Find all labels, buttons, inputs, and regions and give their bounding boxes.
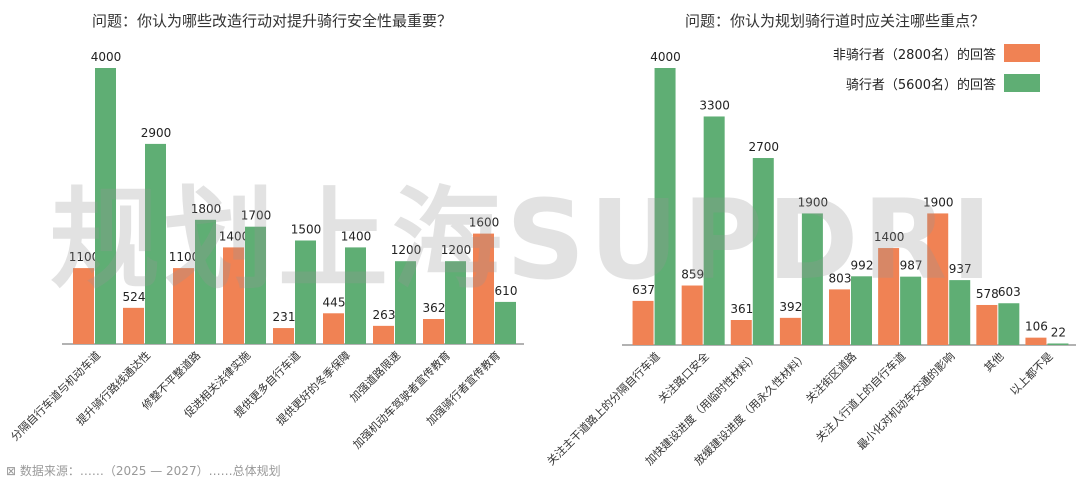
data-label-non_rider: 1900	[923, 195, 954, 209]
data-label-non_rider: 361	[730, 302, 753, 316]
bar-non_rider	[473, 233, 494, 344]
bar-non_rider	[730, 320, 752, 345]
data-label-non_rider: 1400	[219, 229, 250, 243]
chart-title-left: 问题：你认为哪些改造行动对提升骑行安全性最重要？	[92, 12, 453, 30]
bar-rider	[1047, 343, 1069, 345]
bar-rider	[445, 261, 466, 344]
category-label: 其他	[982, 350, 1007, 375]
chart-title-right: 问题：你认为规划骑行道时应关注哪些重点？	[685, 12, 986, 30]
legend-swatch-rider	[1004, 74, 1040, 92]
bar-rider	[654, 68, 676, 345]
data-label-non_rider: 106	[1025, 320, 1048, 334]
footer-source: ⊠ 数据来源：……（2025 — 2027）……总体规划	[6, 464, 281, 478]
bar-non_rider	[73, 268, 94, 344]
bar-non_rider	[829, 289, 850, 345]
data-label-rider: 1700	[241, 209, 272, 223]
data-label-rider: 3300	[699, 98, 730, 112]
legend-swatch-non-rider	[1004, 44, 1040, 62]
data-label-non_rider: 578	[976, 287, 999, 301]
legend-label-non-rider: 非骑行者（2800名）的回答	[832, 47, 996, 63]
data-label-non_rider: 231	[273, 310, 296, 324]
data-label-rider: 1400	[341, 229, 372, 243]
data-label-rider: 1800	[191, 202, 222, 216]
bar-non_rider	[878, 248, 900, 345]
bar-rider	[998, 303, 1020, 345]
data-label-rider: 2900	[141, 126, 172, 140]
data-label-non_rider: 1400	[874, 230, 905, 244]
bar-non_rider	[681, 285, 703, 345]
bar-rider	[295, 240, 316, 344]
chart-left-svg: 11004000分隔自行车道与机动车道5242900提升骑行路线通达性11001…	[8, 50, 524, 451]
bar-rider	[900, 276, 922, 345]
bar-rider	[495, 301, 516, 344]
data-label-non_rider: 859	[681, 268, 704, 282]
bar-rider	[345, 247, 366, 344]
bar-non_rider	[223, 247, 244, 344]
category-label: 加强道路限速	[347, 348, 404, 405]
bar-rider	[851, 276, 872, 345]
chart-left: 问题：你认为哪些改造行动对提升骑行安全性最重要？ 1100 4000 分隔自行车道与…	[0, 0, 530, 478]
bar-non_rider	[779, 317, 801, 345]
data-label-non_rider: 392	[779, 300, 802, 314]
bar-non_rider	[976, 304, 998, 345]
data-label-rider: 1500	[291, 223, 322, 237]
data-label-rider: 2700	[749, 140, 780, 154]
category-label: 加强机动车驾驶者宣传教育	[350, 348, 453, 451]
bar-rider	[245, 226, 266, 344]
data-label-non_rider: 362	[423, 301, 446, 315]
bar-rider	[95, 68, 116, 344]
category-label: 分隔自行车道与机动车道	[8, 348, 103, 443]
data-label-rider: 610	[495, 284, 518, 298]
bar-non_rider	[927, 213, 949, 345]
category-label: 以上都不是	[1007, 350, 1055, 398]
watermark: 规划上海SUPDRI	[50, 176, 997, 304]
legend-item-rider: 骑行者（5600名）的回答	[833, 74, 1040, 93]
category-label: 关注主干道路上的分隔自行车道	[544, 349, 663, 468]
data-label-rider: 1200	[441, 243, 472, 257]
data-label-rider: 603	[998, 285, 1021, 299]
bar-rider	[752, 158, 774, 345]
bar-rider	[703, 116, 725, 345]
bar-non_rider	[1025, 337, 1047, 345]
bar-non_rider	[373, 325, 394, 344]
bar-non_rider	[123, 307, 144, 344]
bar-rider	[145, 143, 166, 344]
data-label-rider: 4000	[91, 50, 122, 64]
bar-rider	[801, 213, 823, 345]
bar-non_rider	[423, 319, 444, 344]
data-label-rider: 22	[1051, 325, 1066, 339]
data-label-rider: 1900	[798, 195, 829, 209]
data-label-rider: 4000	[650, 50, 681, 64]
data-label-non_rider: 637	[632, 283, 655, 297]
data-label-rider: 992	[851, 258, 874, 272]
data-label-rider: 1200	[391, 243, 422, 257]
bar-non_rider	[173, 268, 194, 344]
data-label-non_rider: 263	[373, 308, 396, 322]
bar-rider	[395, 261, 416, 344]
bar-rider	[195, 219, 216, 344]
legend-item-non-rider: 非骑行者（2800名）的回答	[832, 44, 1040, 63]
data-label-non_rider: 445	[323, 295, 346, 309]
data-label-rider: 987	[900, 259, 923, 273]
chart-right: 问题：你认为规划骑行道时应关注哪些重点？ 637 4000 关注主干道路上的分隔自行…	[530, 0, 1080, 478]
bar-non_rider	[323, 313, 344, 344]
category-label: 最小化对机动车交通的影响	[854, 349, 957, 452]
chart-right-svg: 6374000关注主干道路上的分隔自行车道8593300关注路口安全361270…	[544, 50, 1076, 468]
data-label-non_rider: 1600	[469, 216, 500, 230]
legend: 非骑行者（2800名）的回答 骑行者（5600名）的回答	[833, 44, 1040, 104]
bar-non_rider	[632, 300, 654, 345]
legend-label-rider: 骑行者（5600名）的回答	[845, 77, 996, 93]
data-label-non_rider: 524	[123, 290, 146, 304]
data-label-non_rider: 803	[829, 271, 852, 285]
category-label: 关注人行道上的自行车道	[813, 349, 908, 444]
data-label-non_rider: 1100	[169, 250, 200, 264]
data-label-non_rider: 1100	[69, 250, 100, 264]
data-label-rider: 937	[949, 262, 972, 276]
bar-rider	[949, 280, 971, 345]
bar-non_rider	[273, 328, 294, 344]
